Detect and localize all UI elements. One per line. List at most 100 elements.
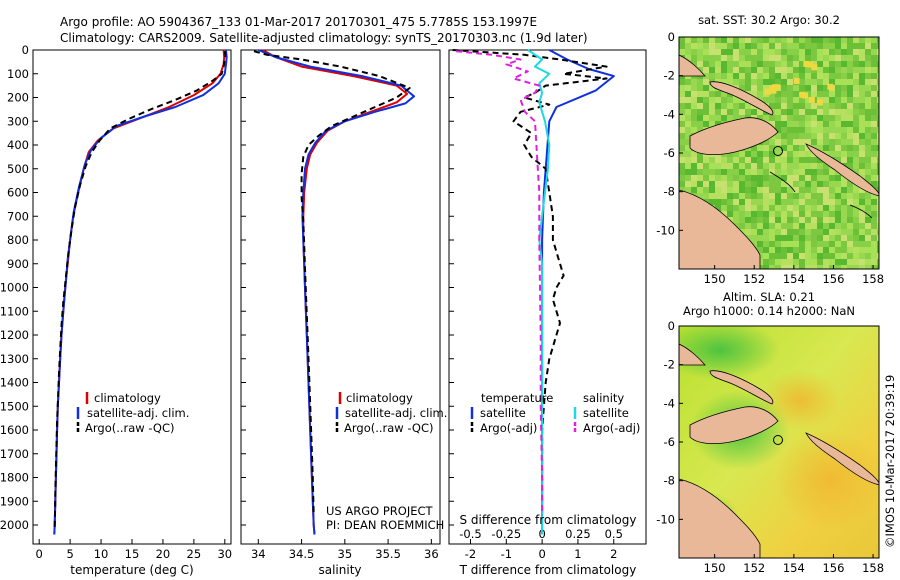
sst-cell xyxy=(829,247,835,253)
sst-cell xyxy=(727,67,733,73)
sst-cell xyxy=(871,181,877,187)
sst-cell xyxy=(841,79,847,85)
sst-cell xyxy=(799,253,805,259)
sst-cell xyxy=(685,139,691,145)
sst-cell xyxy=(865,91,871,97)
sst-cell xyxy=(865,265,871,269)
sst-cell xyxy=(685,91,691,97)
sst-cell xyxy=(691,103,697,109)
sst-cell xyxy=(739,193,745,199)
sst-cell xyxy=(877,163,879,169)
sst-cell xyxy=(715,37,721,43)
sst-cell xyxy=(805,247,811,253)
sst-cell xyxy=(721,175,727,181)
sst-cell xyxy=(751,43,757,49)
sst-cell xyxy=(691,151,697,157)
sst-cell xyxy=(847,265,853,269)
sst-cell xyxy=(751,193,757,199)
sst-cell xyxy=(811,73,817,79)
sst-cell xyxy=(805,169,811,175)
sst-cell xyxy=(763,49,769,55)
legend-label-s-satellite: satellite xyxy=(583,406,629,420)
sst-cell xyxy=(835,241,841,247)
legend-label-climatology: climatology xyxy=(94,391,161,405)
sst-cell xyxy=(691,121,697,127)
sst-cell xyxy=(835,139,841,145)
sst-cell xyxy=(847,79,853,85)
sst-cell xyxy=(823,61,829,67)
sst-cell xyxy=(829,193,835,199)
sst-cell xyxy=(709,91,715,97)
sst-cell xyxy=(775,253,781,259)
sst-cell xyxy=(793,181,799,187)
sst-cell xyxy=(865,115,871,121)
sst-cell xyxy=(775,211,781,217)
sst-cell xyxy=(733,181,739,187)
sst-cell xyxy=(817,49,823,55)
sst-cell xyxy=(853,193,859,199)
sst-cell xyxy=(775,127,781,133)
sst-cell xyxy=(733,169,739,175)
sst-cell xyxy=(793,109,799,115)
sst-cell xyxy=(745,163,751,169)
sst-cell xyxy=(745,187,751,193)
sst-cell xyxy=(823,187,829,193)
sst-cell xyxy=(805,115,811,121)
sst-cell xyxy=(793,37,799,43)
sst-cell xyxy=(859,199,865,205)
sst-cell xyxy=(763,205,769,211)
sst-cell xyxy=(745,193,751,199)
sst-cell xyxy=(697,55,703,61)
sst-cell xyxy=(823,199,829,205)
sst-cell xyxy=(865,163,871,169)
sst-cell xyxy=(877,199,879,205)
sst-cell xyxy=(853,43,859,49)
sst-cell xyxy=(691,115,697,121)
sst-cell xyxy=(763,193,769,199)
sst-cell xyxy=(703,175,709,181)
sst-cell xyxy=(679,121,685,127)
sst-cell xyxy=(853,253,859,259)
sst-cell xyxy=(787,193,793,199)
sst-cell xyxy=(733,37,739,43)
sst-cell xyxy=(799,163,805,169)
sst-cell xyxy=(859,157,865,163)
sst-cell xyxy=(841,145,847,151)
sst-cell xyxy=(823,55,829,61)
sst-cell xyxy=(739,103,745,109)
sst-cell xyxy=(823,133,829,139)
sst-cell xyxy=(793,205,799,211)
sst-cell xyxy=(871,133,877,139)
sst-cell xyxy=(775,235,781,241)
sla-map-title-1: Altim. SLA: 0.21 xyxy=(723,290,815,304)
sst-cell xyxy=(799,97,805,103)
sst-cell xyxy=(817,133,823,139)
sst-cell xyxy=(727,61,733,67)
sst-cell xyxy=(709,199,715,205)
sst-cell xyxy=(769,181,775,187)
sst-cell xyxy=(793,55,799,61)
sst-cell xyxy=(817,265,823,269)
sst-cell xyxy=(859,163,865,169)
series-line-salinity-satellite xyxy=(527,49,551,535)
sst-cell xyxy=(811,79,817,85)
series-line-satellite-adj-clim- xyxy=(53,49,228,535)
salinity-xlabel: salinity xyxy=(318,563,361,577)
sst-cell xyxy=(721,193,727,199)
sst-cell xyxy=(799,193,805,199)
sst-cell xyxy=(835,223,841,229)
sst-cell xyxy=(787,145,793,151)
sst-map-axes: 150 152 154 156 158 0 -2 -4 -6 -8 -10 xyxy=(656,30,884,286)
sst-cell xyxy=(865,55,871,61)
sst-cell xyxy=(781,235,787,241)
sst-cell xyxy=(769,61,775,67)
sst-cell xyxy=(877,247,879,253)
sst-cell xyxy=(757,241,763,247)
sst-cell xyxy=(817,37,823,43)
x-tick-label: -1 xyxy=(501,547,512,561)
sst-cell xyxy=(823,205,829,211)
y-tick-label: 2000 xyxy=(0,518,29,532)
sst-cell xyxy=(811,85,817,91)
sst-cell xyxy=(739,85,745,91)
